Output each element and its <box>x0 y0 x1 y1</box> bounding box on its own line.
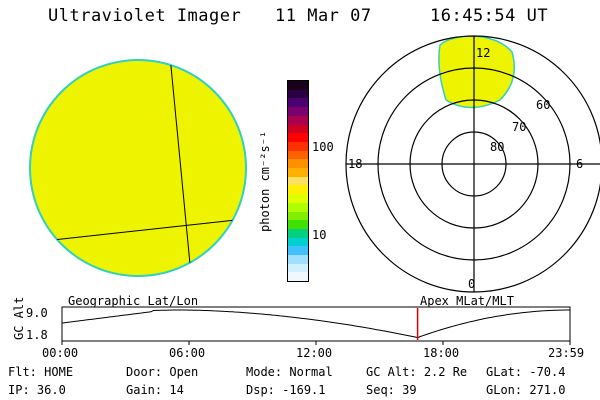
timeline-ytick-9: 9.0 <box>26 306 48 320</box>
colorbar-segment <box>288 98 308 108</box>
instrument-title: Ultraviolet Imager <box>48 6 242 26</box>
colorbar-tick-100: 100 <box>312 140 334 154</box>
lat-label-60: 60 <box>536 98 551 112</box>
colorbar-segment <box>288 168 308 177</box>
mlt-label-18: 18 <box>348 157 363 171</box>
time-label: 16:45:54 UT <box>430 6 549 26</box>
xtick-label-2359: 23:59 <box>548 346 585 360</box>
colorbar-segment <box>288 124 308 134</box>
colorbar-segment <box>288 228 308 238</box>
apex-label: Apex MLat/MLT <box>420 294 514 308</box>
info-gain: Gain: 14 <box>126 383 184 397</box>
colorbar-segment <box>288 220 308 229</box>
xtick-label-0000: 00:00 <box>42 346 79 360</box>
colorbar-segment <box>288 133 308 142</box>
colorbar-segment <box>288 246 308 256</box>
colorbar-segment <box>288 81 308 90</box>
colorbar-tick-10: 10 <box>312 228 327 242</box>
colorbar-segment <box>288 211 308 221</box>
timeline-frame <box>61 306 571 342</box>
colorbar-segment <box>288 115 308 125</box>
mlt-label-0: 0 <box>468 277 476 291</box>
mlt-label-6: 6 <box>576 157 584 171</box>
colorbar-segment <box>288 185 308 195</box>
lat-label-80: 80 <box>490 140 505 154</box>
lat-label-70: 70 <box>512 120 527 134</box>
colorbar-segment <box>288 176 308 186</box>
colorbar-segment <box>288 194 308 203</box>
xtick-label-1800: 18:00 <box>423 346 460 360</box>
colorbar-segment <box>288 202 308 212</box>
colorbar-segment <box>288 237 308 247</box>
xtick-label-1200: 12:00 <box>296 346 333 360</box>
info-flt: Flt: HOME <box>8 365 74 379</box>
date-label: 11 Mar 07 <box>275 6 372 26</box>
timeline-ytick-1.8: 1.8 <box>26 328 48 342</box>
colorbar-segment <box>288 159 308 169</box>
info-glon: GLon: 271.0 <box>486 383 566 397</box>
colorbar-segment <box>288 263 308 273</box>
meridian-line <box>169 60 193 276</box>
info-seq: Seq: 39 <box>366 383 417 397</box>
colorbar-segment <box>288 255 308 264</box>
info-mode: Mode: Normal <box>246 365 333 379</box>
mlt-label-12: 12 <box>476 46 491 60</box>
info-glat: GLat: -70.4 <box>486 365 566 379</box>
colorbar <box>287 80 309 282</box>
parallel-line <box>30 218 246 244</box>
colorbar-segment <box>288 272 308 282</box>
xtick-label-0600: 06:00 <box>169 346 206 360</box>
info-gc-alt: GC Alt: 2.2 Re <box>366 365 468 379</box>
colorbar-segment <box>288 107 308 116</box>
globe-disk <box>29 59 247 277</box>
info-dsp: Dsp: -169.1 <box>246 383 326 397</box>
geographic-label: Geographic Lat/Lon <box>68 294 199 308</box>
timeline-ylabel: GC Alt <box>12 296 26 340</box>
info-door: Door: Open <box>126 365 199 379</box>
colorbar-segment <box>288 89 308 99</box>
info-ip: IP: 36.0 <box>8 383 66 397</box>
colorbar-segment <box>288 141 308 151</box>
altitude-curve <box>61 309 570 339</box>
colorbar-segment <box>288 150 308 160</box>
